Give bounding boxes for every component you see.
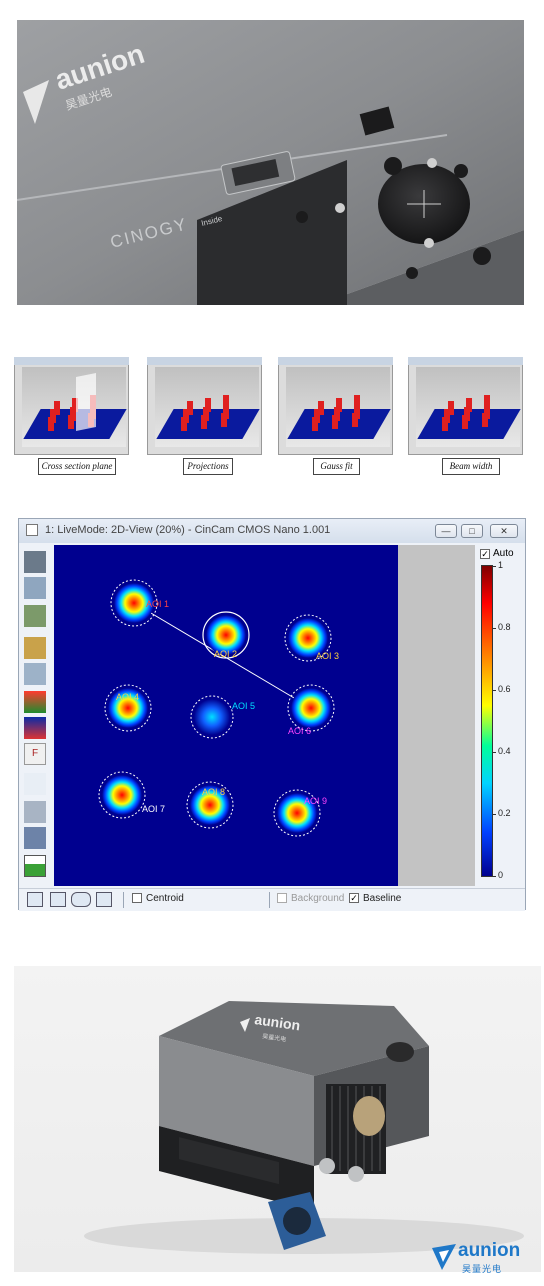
aoi-label: AOI 3 xyxy=(316,651,339,661)
snapshot-icon[interactable] xyxy=(24,577,46,599)
beam-spot xyxy=(291,688,331,728)
centroid-checkbox[interactable] xyxy=(132,893,142,903)
thumbnail-view xyxy=(278,357,393,455)
zoom-icon[interactable] xyxy=(24,663,46,685)
move-icon[interactable] xyxy=(24,637,46,659)
device-product-photo: aunion 昊量光电 xyxy=(14,966,541,1272)
caption-beam-width: Beam width xyxy=(442,458,500,475)
left-toolbar: F xyxy=(22,545,50,885)
aoi-label: AOI 6 xyxy=(288,726,311,736)
aoi-ring[interactable] xyxy=(186,781,234,829)
rect-tool-button[interactable] xyxy=(50,892,66,907)
aunion-logo-text: aunion xyxy=(458,1240,521,1261)
aoi-ring[interactable] xyxy=(202,611,250,659)
aoi-label: AOI 8 xyxy=(202,787,225,797)
close-button[interactable]: ✕ xyxy=(490,524,518,538)
maximize-button[interactable]: □ xyxy=(461,524,483,538)
beam-spot xyxy=(114,583,154,623)
scale-tick xyxy=(493,566,496,567)
housing-logo-cn: 昊量光电 xyxy=(262,1032,287,1043)
aunion-logo-icon xyxy=(432,1244,456,1270)
bottom-toolbar: Centroid Background ✓ Baseline xyxy=(19,888,525,911)
scale-tick xyxy=(493,876,496,877)
aoi-label: AOI 7 xyxy=(142,804,165,814)
color-bar xyxy=(481,565,493,877)
aoi-icon[interactable] xyxy=(24,827,46,849)
minimize-button[interactable]: — xyxy=(435,524,457,538)
aoi-label: AOI 9 xyxy=(304,796,327,806)
caption-projections: Projections xyxy=(183,458,233,475)
aoi-ring[interactable] xyxy=(273,789,321,837)
caption-cross-section: Cross section plane xyxy=(38,458,116,475)
beam-spot xyxy=(102,775,142,815)
power-meter-icon[interactable] xyxy=(24,855,46,877)
thumbnail-view xyxy=(408,357,523,455)
aoi-ring[interactable] xyxy=(190,695,234,739)
beam-spot xyxy=(206,615,246,655)
aunion-logo: aunion 昊量光电 xyxy=(432,1240,536,1276)
caption-gauss-fit: Gauss fit xyxy=(313,458,360,475)
scale-tick-label: 0.2 xyxy=(498,808,511,818)
beam-spot xyxy=(288,618,328,658)
plot-margin-area xyxy=(398,545,475,886)
aoi-ring[interactable] xyxy=(287,684,335,732)
beam-2d-plot[interactable]: AOI 1 AOI 2 AOI 3 AOI 4 AOI 5 AOI 6 AOI 7 AOI 8… xyxy=(54,545,398,886)
ellipse-tool-button[interactable] xyxy=(71,892,91,907)
window-titlebar[interactable]: 1: LiveMode: 2D-View (20%) - CinCam CMOS… xyxy=(19,519,525,543)
crosshair-tool-button[interactable] xyxy=(27,892,43,907)
scale-tick-label: 0.4 xyxy=(498,746,511,756)
histogram-icon[interactable] xyxy=(24,773,46,795)
aoi-ring[interactable] xyxy=(110,579,158,627)
housing-logo-text: aunion xyxy=(254,1011,302,1033)
aoi-label: AOI 4 xyxy=(116,692,139,702)
aoi-label: AOI 2 xyxy=(214,649,237,659)
centroid-label: Centroid xyxy=(146,893,184,904)
scale-tick xyxy=(493,628,496,629)
beam-spot xyxy=(108,688,148,728)
thumbnail-view xyxy=(14,357,129,455)
aoi-label: AOI 5 xyxy=(232,701,255,711)
beam-spot xyxy=(190,785,230,825)
scale-tick-label: 0 xyxy=(498,870,504,880)
settings-icon[interactable] xyxy=(24,605,46,627)
scale-tick xyxy=(493,814,496,815)
device-closeup-photo: aunion 昊量光电 CINOGY Inside xyxy=(17,20,524,305)
background-checkbox[interactable] xyxy=(277,893,287,903)
profile-icon[interactable]: F xyxy=(24,743,46,765)
scale-tick-label: 0.8 xyxy=(498,622,511,632)
color-scale: ✓ Auto 1 0.8 0.6 0.4 0.2 0 xyxy=(477,545,525,886)
scale-tick-label: 1 xyxy=(498,560,504,570)
beam-spot xyxy=(194,699,230,735)
aoi-ring[interactable] xyxy=(104,684,152,732)
rotate-tool-button[interactable] xyxy=(96,892,112,907)
scale-tick xyxy=(493,752,496,753)
baseline-checkbox[interactable]: ✓ xyxy=(349,893,359,903)
scale-tick-label: 0.6 xyxy=(498,684,511,694)
table-icon[interactable] xyxy=(24,801,46,823)
window-title: 1: LiveMode: 2D-View (20%) - CinCam CMOS… xyxy=(45,524,331,536)
baseline-label: Baseline xyxy=(363,893,402,904)
camera-icon[interactable] xyxy=(24,551,46,573)
auto-checkbox[interactable]: ✓ xyxy=(480,549,490,559)
scale-tick xyxy=(493,690,496,691)
2d-view-icon[interactable] xyxy=(24,717,46,739)
beam-spot xyxy=(277,793,317,833)
3d-view-icon[interactable] xyxy=(24,691,46,713)
app-icon xyxy=(26,524,38,536)
thumbnail-view xyxy=(147,357,262,455)
auto-label: Auto xyxy=(493,548,514,559)
aoi-label: AOI 1 xyxy=(146,599,169,609)
livemode-window[interactable]: 1: LiveMode: 2D-View (20%) - CinCam CMOS… xyxy=(18,518,526,911)
aoi-ring[interactable] xyxy=(98,771,146,819)
aunion-logo-cn: 昊量光电 xyxy=(462,1265,503,1275)
background-label: Background xyxy=(291,893,345,904)
aoi-ring[interactable] xyxy=(284,614,332,662)
